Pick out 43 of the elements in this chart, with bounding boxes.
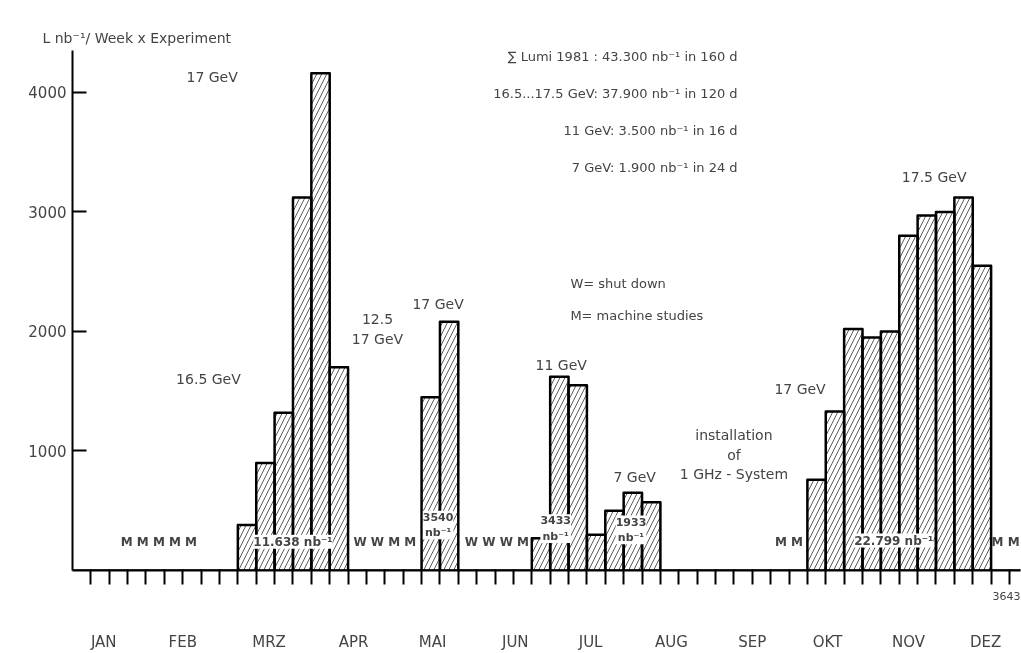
y-tick-label: 1000 xyxy=(28,442,67,461)
annotation: 16.5...17.5 GeV: 37.900 nb⁻¹ in 120 d xyxy=(493,86,738,102)
annotation: 3433 nb⁻¹ xyxy=(540,514,571,543)
annotation: M M xyxy=(991,534,1020,549)
annotation: 7 GeV xyxy=(613,469,657,486)
text: MAI xyxy=(418,632,447,651)
text: JUL xyxy=(577,632,604,651)
text: FEB xyxy=(168,632,197,651)
annotation: 12.5 17 GeV xyxy=(351,311,404,347)
y-axis-title: L nb⁻¹/ Week x Experiment xyxy=(42,29,232,46)
y-tick-label: 3000 xyxy=(28,203,67,222)
text: 3643 xyxy=(992,589,1021,603)
annotation: W W M M xyxy=(353,534,417,549)
text: DEZ xyxy=(969,632,1002,651)
annotation: M= machine studies xyxy=(570,308,704,324)
annotation: 17 GeV xyxy=(412,295,465,312)
text: JAN xyxy=(89,632,117,651)
annotation: installation of 1 GHz - System xyxy=(679,427,789,482)
annotation: 16.5 GeV xyxy=(176,371,242,388)
annotation: 17 GeV xyxy=(774,380,827,397)
annotation: 22.799 nb⁻¹ xyxy=(854,533,934,548)
annotation: W= shut down xyxy=(570,276,666,292)
y-tick-label: 2000 xyxy=(28,323,67,342)
y-tick-label: 4000 xyxy=(28,84,67,103)
text: APR xyxy=(338,632,369,651)
annotation: 17.5 GeV xyxy=(901,169,967,186)
annotation: 11 GeV xyxy=(535,356,588,373)
annotation: 1933 nb⁻¹ xyxy=(615,515,647,545)
text: SEP xyxy=(738,632,767,651)
annotation: 3540 nb⁻¹ xyxy=(422,510,454,540)
annotation: W W W M xyxy=(464,534,529,549)
annotation: 11 GeV: 3.500 nb⁻¹ in 16 d xyxy=(563,123,738,139)
annotation: ∑ Lumi 1981 : 43.300 nb⁻¹ in 160 d xyxy=(507,48,738,64)
text: OKT xyxy=(812,632,844,651)
text: AUG xyxy=(655,632,688,651)
annotation: 17 GeV xyxy=(186,68,239,85)
text: JUN xyxy=(500,632,529,651)
text: NOV xyxy=(891,632,926,651)
text: MRZ xyxy=(252,632,286,651)
annotation: 11.638 nb⁻¹ xyxy=(253,534,333,549)
annotation: M M xyxy=(774,534,804,549)
annotation: M M M M M xyxy=(120,534,198,549)
annotation: 7 GeV: 1.900 nb⁻¹ in 24 d xyxy=(571,160,738,176)
